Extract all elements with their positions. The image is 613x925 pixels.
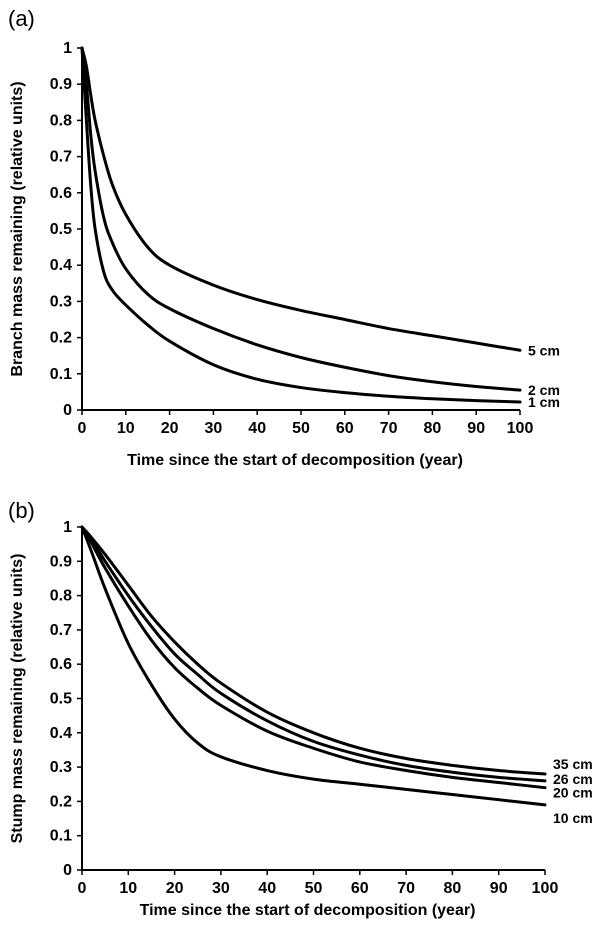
series-label: 20 cm — [553, 785, 593, 801]
x-tick-label: 50 — [305, 880, 323, 897]
y-tick-label: 0.4 — [50, 725, 72, 742]
x-tick-label: 20 — [166, 880, 184, 897]
x-axis-title: Time since the start of decomposition (y… — [127, 452, 463, 469]
x-tick-label: 70 — [380, 420, 398, 437]
x-tick-label: 70 — [397, 880, 415, 897]
series-line — [80, 525, 547, 776]
y-tick-label: 0.9 — [50, 553, 72, 570]
series-label: 26 cm — [553, 771, 593, 787]
y-tick-label: 0.6 — [50, 656, 72, 673]
x-tick-label: 90 — [490, 880, 508, 897]
x-tick-label: 20 — [161, 420, 179, 437]
y-tick-label: 0.1 — [50, 366, 72, 383]
series-label: 10 cm — [553, 810, 593, 826]
y-tick-label: 0.7 — [50, 149, 72, 166]
series-label: 1 cm — [528, 394, 560, 410]
x-axis-title: Time since the start of decomposition (y… — [140, 902, 476, 919]
y-tick-label: 0.4 — [50, 257, 72, 274]
x-tick-label: 40 — [258, 880, 276, 897]
x-tick-label: 0 — [78, 880, 87, 897]
y-tick-label: 1 — [63, 519, 72, 536]
y-tick-label: 0.5 — [50, 221, 72, 238]
x-tick-label: 80 — [424, 420, 442, 437]
y-tick-label: 0.1 — [50, 828, 72, 845]
y-tick-label: 1 — [63, 40, 72, 57]
series-label: 2 cm — [528, 382, 560, 398]
x-tick-label: 80 — [444, 880, 462, 897]
series-line — [80, 46, 522, 352]
y-axis-title: Stump mass remaining (relative units) — [9, 554, 26, 844]
y-tick-label: 0 — [63, 402, 72, 419]
x-tick-label: 10 — [117, 420, 135, 437]
y-tick-label: 0.3 — [50, 759, 72, 776]
series-line — [80, 46, 522, 404]
y-axis-title: Branch mass remaining (relative units) — [9, 81, 26, 376]
x-tick-label: 90 — [467, 420, 485, 437]
series-line — [80, 46, 522, 392]
x-tick-label: 100 — [507, 420, 534, 437]
x-tick-label: 10 — [119, 880, 137, 897]
x-tick-label: 50 — [292, 420, 310, 437]
y-tick-label: 0.7 — [50, 622, 72, 639]
series-line — [80, 525, 547, 783]
y-tick-label: 0.2 — [50, 330, 72, 347]
series-line — [80, 525, 547, 807]
y-tick-label: 0.8 — [50, 112, 72, 129]
series-line — [80, 525, 547, 790]
x-tick-label: 40 — [248, 420, 266, 437]
x-tick-label: 60 — [351, 880, 369, 897]
y-tick-label: 0.9 — [50, 76, 72, 93]
y-tick-label: 0.8 — [50, 588, 72, 605]
x-tick-label: 60 — [336, 420, 354, 437]
panel-label: (b) — [8, 498, 35, 523]
x-tick-label: 30 — [205, 420, 223, 437]
y-tick-label: 0.5 — [50, 691, 72, 708]
series-label: 5 cm — [528, 342, 560, 358]
y-tick-label: 0 — [63, 862, 72, 879]
y-tick-label: 0.6 — [50, 185, 72, 202]
series-label: 35 cm — [553, 756, 593, 772]
panel-label: (a) — [8, 6, 35, 31]
x-tick-label: 30 — [212, 880, 230, 897]
x-tick-label: 0 — [78, 420, 87, 437]
y-tick-label: 0.3 — [50, 293, 72, 310]
y-tick-label: 0.2 — [50, 793, 72, 810]
x-tick-label: 100 — [532, 880, 559, 897]
